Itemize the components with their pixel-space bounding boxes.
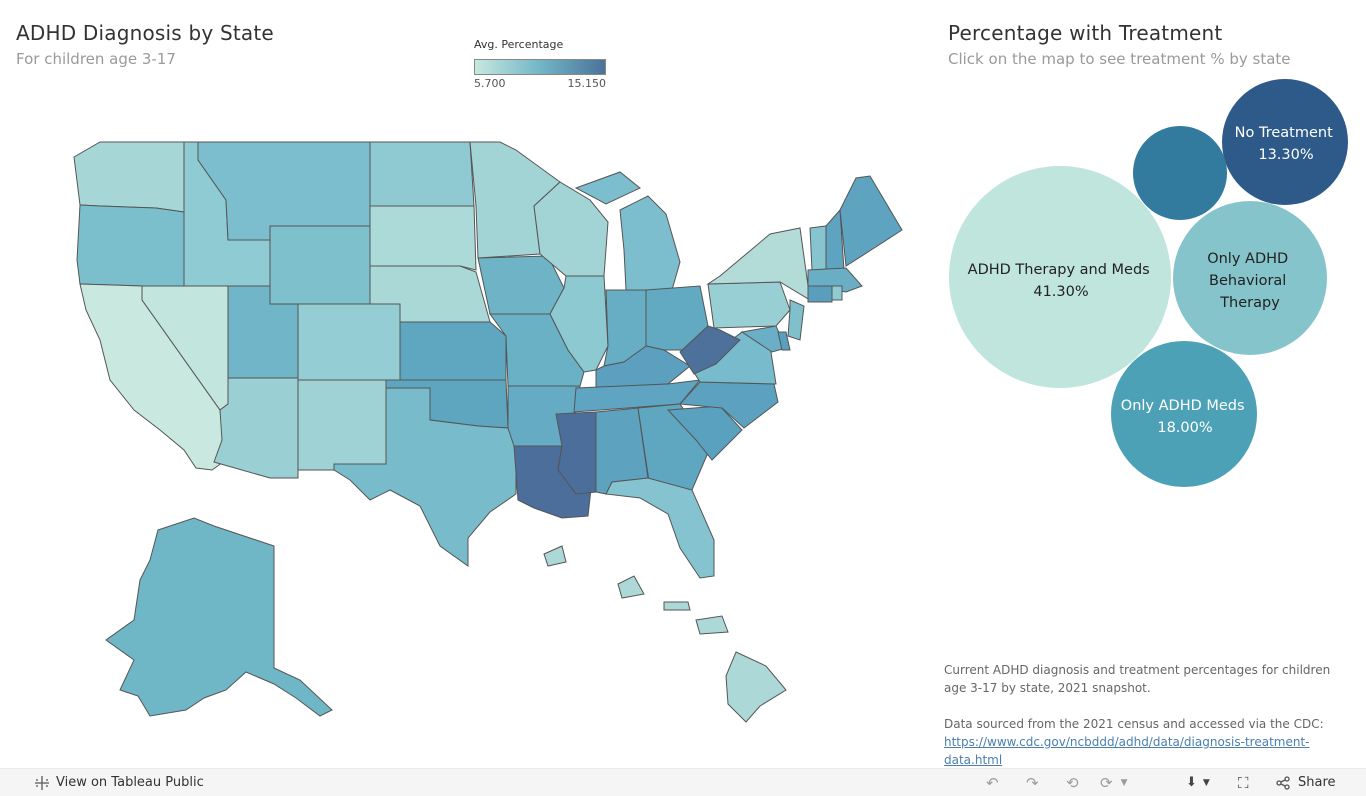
- treatment-title: Percentage with Treatment: [948, 21, 1223, 45]
- description-note: Current ADHD diagnosis and treatment per…: [944, 663, 1331, 695]
- share-button[interactable]: Share: [1276, 769, 1336, 796]
- map-title: ADHD Diagnosis by State: [16, 21, 274, 45]
- view-on-tableau-button[interactable]: View on Tableau Public: [34, 769, 204, 796]
- redo-icon[interactable]: ↷: [1026, 773, 1039, 792]
- state-connecticut[interactable]: [807, 285, 833, 303]
- state-alaska[interactable]: [105, 517, 333, 717]
- svg-text:ADHD Therapy and Meds 41.3: ADHD Therapy and Meds 41.30%: [968, 262, 1155, 300]
- state-new-jersey[interactable]: [787, 299, 805, 341]
- state-tennessee[interactable]: [573, 379, 702, 413]
- tableau-toolbar: View on Tableau Public ↶ ↷ ⟲ ⟳ ▼ ⬇ ▼ ⛶ S…: [0, 768, 1366, 796]
- state-new-mexico[interactable]: [297, 379, 387, 471]
- state-washington[interactable]: [73, 141, 185, 213]
- state-south-dakota[interactable]: [369, 205, 477, 271]
- bubble-meds[interactable]: [1111, 341, 1257, 487]
- treatment-subtitle: Click on the map to see treatment % by s…: [948, 50, 1291, 68]
- bubble-value: 18.00%: [1157, 420, 1212, 436]
- bubble-label: ADHD Therapy and Meds: [968, 262, 1150, 278]
- state-pennsylvania[interactable]: [707, 281, 791, 329]
- state-delaware[interactable]: [777, 331, 791, 351]
- state-texas[interactable]: [333, 387, 517, 567]
- state-illinois[interactable]: [549, 275, 609, 373]
- refresh-icon[interactable]: ⟳ ▼: [1100, 773, 1128, 792]
- bubble-label: Therapy: [1219, 295, 1280, 311]
- share-icon: [1276, 775, 1290, 790]
- state-vermont[interactable]: [809, 225, 827, 271]
- bubble-behavioral[interactable]: [1173, 201, 1327, 355]
- revert-icon[interactable]: ⟲: [1066, 773, 1079, 792]
- state-florida[interactable]: [605, 477, 715, 579]
- state-west-virginia[interactable]: [679, 325, 741, 375]
- source-note: Data sourced from the 2021 census and ac…: [944, 715, 1354, 769]
- legend-title: Avg. Percentage: [474, 38, 564, 51]
- source-text: Data sourced from the 2021 census and ac…: [944, 717, 1324, 731]
- bubble-value: 41.30%: [1033, 284, 1088, 300]
- view-on-tableau-label: View on Tableau Public: [56, 775, 204, 790]
- us-state-map[interactable]: [40, 128, 920, 748]
- bubble-label: No Treatment: [1235, 125, 1333, 141]
- state-colorado[interactable]: [297, 303, 401, 381]
- state-maine[interactable]: [839, 175, 903, 267]
- legend-max: 15.150: [567, 77, 607, 90]
- state-wisconsin[interactable]: [533, 181, 609, 277]
- bubble-label: Behavioral: [1209, 273, 1286, 289]
- bubble-no-treatment[interactable]: [1222, 79, 1348, 205]
- treatment-bubble-chart[interactable]: ADHD Therapy and Meds 41.30% Only ADHD B…: [940, 70, 1350, 500]
- bubble-therapy-meds[interactable]: [949, 166, 1171, 388]
- svg-text:Only ADHD Behavioral T: Only ADHD Behavioral Therapy: [1207, 251, 1293, 311]
- state-wyoming[interactable]: [269, 225, 371, 305]
- svg-text:Only ADHD Meds 18.00%: Only ADHD Meds 18.00%: [1121, 398, 1249, 436]
- legend-gradient: [474, 59, 606, 75]
- undo-icon[interactable]: ↶: [986, 773, 999, 792]
- state-kansas[interactable]: [399, 321, 507, 381]
- color-legend[interactable]: Avg. Percentage 5.700 15.150: [474, 38, 614, 90]
- state-hawaii[interactable]: [543, 545, 787, 723]
- bubble-value: 13.30%: [1258, 147, 1313, 163]
- state-oregon[interactable]: [76, 204, 185, 287]
- state-north-dakota[interactable]: [369, 141, 475, 207]
- legend-min: 5.700: [474, 77, 506, 90]
- state-rhode-island[interactable]: [831, 285, 843, 301]
- bubble-label: Only ADHD: [1207, 251, 1288, 267]
- tableau-logo-icon: [35, 775, 49, 790]
- fullscreen-icon[interactable]: ⛶: [1238, 773, 1249, 792]
- state-michigan[interactable]: [574, 171, 681, 291]
- bubble-unlabeled[interactable]: [1133, 126, 1227, 220]
- state-iowa[interactable]: [477, 255, 565, 315]
- download-icon[interactable]: ⬇ ▼: [1186, 775, 1210, 790]
- svg-text:No Treatment 13.30%: No Treatment 13.30%: [1235, 125, 1338, 163]
- bubble-label: Only ADHD Meds: [1121, 398, 1245, 414]
- share-label: Share: [1298, 775, 1336, 790]
- map-subtitle: For children age 3-17: [16, 50, 176, 68]
- cdc-source-link[interactable]: https://www.cdc.gov/ncbddd/adhd/data/dia…: [944, 735, 1310, 767]
